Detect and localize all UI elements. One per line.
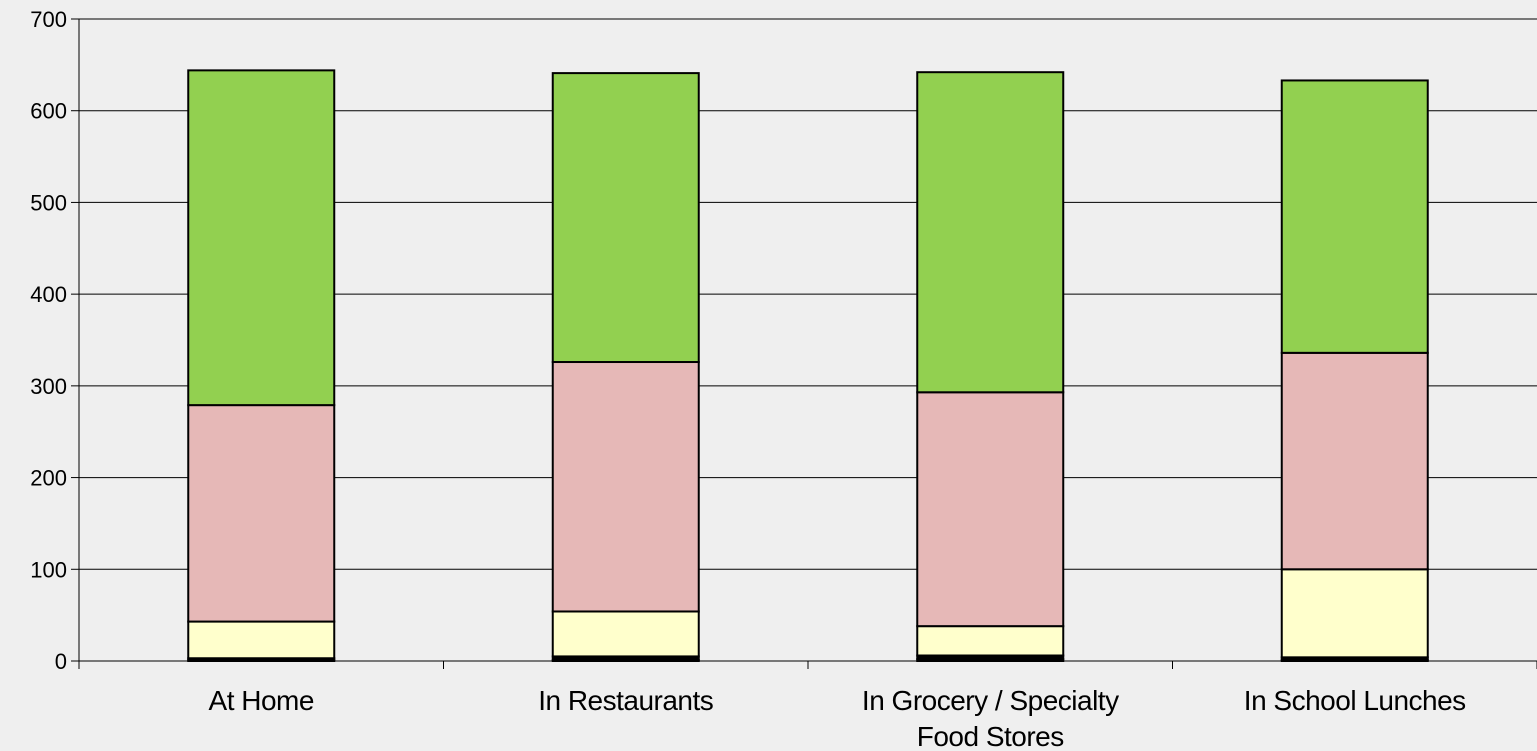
y-tick-label: 300 bbox=[30, 374, 67, 399]
bar-segment bbox=[187, 404, 336, 623]
bar-segment bbox=[916, 391, 1065, 628]
bar-segment bbox=[551, 361, 700, 613]
category-label: In Grocery / Specialty bbox=[862, 685, 1119, 716]
y-tick-label: 200 bbox=[30, 466, 67, 491]
bars bbox=[187, 69, 1429, 663]
category-label: At Home bbox=[209, 685, 314, 716]
bar-segment bbox=[1280, 351, 1429, 571]
category-label: Food Stores bbox=[917, 721, 1064, 751]
category-label: In Restaurants bbox=[538, 685, 713, 716]
category-label: In School Lunches bbox=[1244, 685, 1466, 716]
y-tick-label: 500 bbox=[30, 190, 67, 215]
bar-segment bbox=[916, 71, 1065, 394]
bar-segment bbox=[1280, 568, 1429, 659]
bar-segment bbox=[187, 69, 336, 407]
y-tick-label: 700 bbox=[30, 7, 67, 32]
y-tick-label: 600 bbox=[30, 99, 67, 124]
bar-segment bbox=[916, 625, 1065, 657]
labels: 0 100 200 300 400 500 600 700 At Home In Restaura… bbox=[30, 7, 1466, 751]
y-tick-label: 400 bbox=[30, 282, 67, 307]
y-tick-label: 100 bbox=[30, 557, 67, 582]
bar-segment bbox=[551, 72, 700, 364]
y-tick-label: 0 bbox=[55, 649, 67, 674]
bar-segment bbox=[187, 620, 336, 660]
bar-segment bbox=[551, 610, 700, 658]
bar-segment bbox=[1280, 79, 1429, 354]
